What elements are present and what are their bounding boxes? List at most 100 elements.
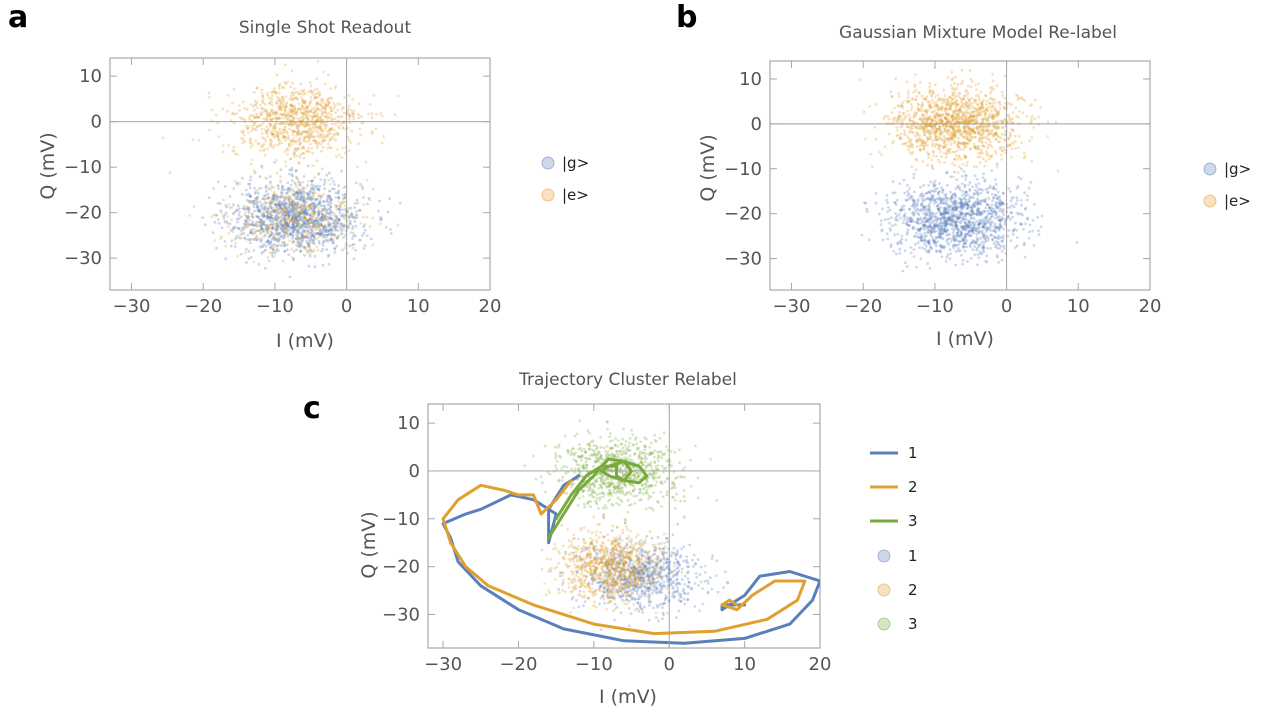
scatter-point — [951, 208, 955, 211]
scatter-point — [260, 212, 264, 216]
scatter-point — [314, 225, 318, 229]
scatter-point — [294, 91, 297, 94]
scatter-point — [298, 142, 302, 146]
scatter-point — [243, 222, 247, 226]
scatter-point — [327, 212, 331, 216]
scatter-point — [234, 245, 237, 249]
scatter-point — [308, 136, 311, 140]
scatter-point — [294, 111, 298, 114]
scatter-point — [992, 225, 996, 229]
scatter-point — [971, 228, 975, 232]
scatter-point — [264, 108, 267, 112]
scatter-point — [934, 241, 938, 244]
scatter-point — [982, 234, 986, 237]
scatter-point — [334, 191, 338, 195]
scatter-point — [914, 220, 918, 224]
scatter-point — [267, 226, 271, 230]
scatter-point — [293, 181, 297, 185]
scatter-point — [913, 207, 917, 210]
scatter-point — [292, 239, 295, 243]
scatter-point — [322, 218, 325, 222]
scatter-point — [340, 229, 344, 233]
scatter-point — [955, 213, 959, 217]
scatter-point — [983, 216, 987, 220]
scatter-point — [299, 203, 303, 207]
scatter-point — [308, 217, 312, 220]
scatter-point — [953, 220, 957, 224]
scatter-point — [943, 129, 947, 133]
scatter-point — [958, 155, 961, 159]
scatter-point — [924, 117, 927, 120]
scatter-point — [893, 116, 897, 120]
scatter-point — [975, 125, 979, 129]
scatter-point — [937, 207, 941, 211]
scatter-point — [976, 93, 980, 97]
scatter-point — [302, 225, 305, 229]
scatter-point — [305, 121, 308, 125]
scatter-point — [934, 123, 937, 127]
scatter-point — [261, 197, 264, 201]
scatter-point — [280, 186, 284, 190]
scatter-point — [926, 144, 930, 147]
scatter-point — [931, 228, 934, 231]
scatter-point — [296, 133, 300, 137]
scatter-point — [1007, 113, 1011, 117]
scatter-point — [967, 130, 971, 134]
scatter-point — [372, 93, 376, 97]
scatter-point — [289, 232, 293, 236]
scatter-point — [916, 138, 920, 142]
scatter-point — [939, 244, 943, 248]
scatter-point — [953, 111, 957, 114]
scatter-point — [967, 104, 971, 108]
scatter-point — [263, 128, 267, 132]
scatter-point — [933, 95, 937, 99]
scatter-point — [992, 185, 996, 189]
scatter-point — [973, 189, 977, 192]
scatter-point — [269, 240, 273, 244]
scatter-point — [929, 124, 933, 127]
scatter-point — [351, 97, 355, 101]
scatter-point — [948, 120, 951, 124]
scatter-point — [254, 238, 258, 241]
scatter-point — [976, 197, 979, 201]
scatter-point — [927, 123, 930, 127]
scatter-point — [983, 180, 987, 183]
scatter-point — [232, 121, 236, 125]
scatter-point — [914, 242, 917, 246]
scatter-point — [300, 239, 304, 242]
scatter-point — [323, 105, 327, 108]
scatter-point — [267, 259, 271, 263]
scatter-point — [294, 192, 298, 196]
scatter-point — [984, 188, 988, 192]
scatter-point — [954, 208, 958, 212]
scatter-point — [922, 209, 925, 212]
scatter-point — [955, 119, 959, 123]
scatter-point — [981, 121, 984, 125]
scatter-point — [325, 173, 329, 177]
scatter-point — [968, 120, 972, 124]
scatter-point — [306, 140, 309, 144]
scatter-point — [299, 92, 302, 96]
scatter-point — [995, 120, 999, 123]
scatter-point — [297, 129, 301, 133]
scatter-point — [995, 197, 999, 201]
scatter-point — [290, 69, 294, 73]
scatter-point — [946, 241, 950, 245]
scatter-point — [212, 213, 216, 217]
scatter-point — [359, 238, 362, 242]
scatter-point — [322, 216, 326, 219]
scatter-point — [946, 76, 950, 79]
scatter-point — [964, 241, 967, 245]
scatter-point — [927, 250, 931, 254]
scatter-point — [248, 186, 252, 190]
scatter-point — [999, 203, 1002, 207]
scatter-point — [276, 184, 280, 188]
scatter-point — [246, 233, 250, 237]
scatter-point — [918, 136, 921, 140]
scatter-point — [945, 100, 949, 103]
scatter-point — [972, 126, 976, 130]
scatter-point — [959, 221, 962, 225]
scatter-point — [213, 220, 217, 224]
scatter-point — [979, 126, 982, 129]
